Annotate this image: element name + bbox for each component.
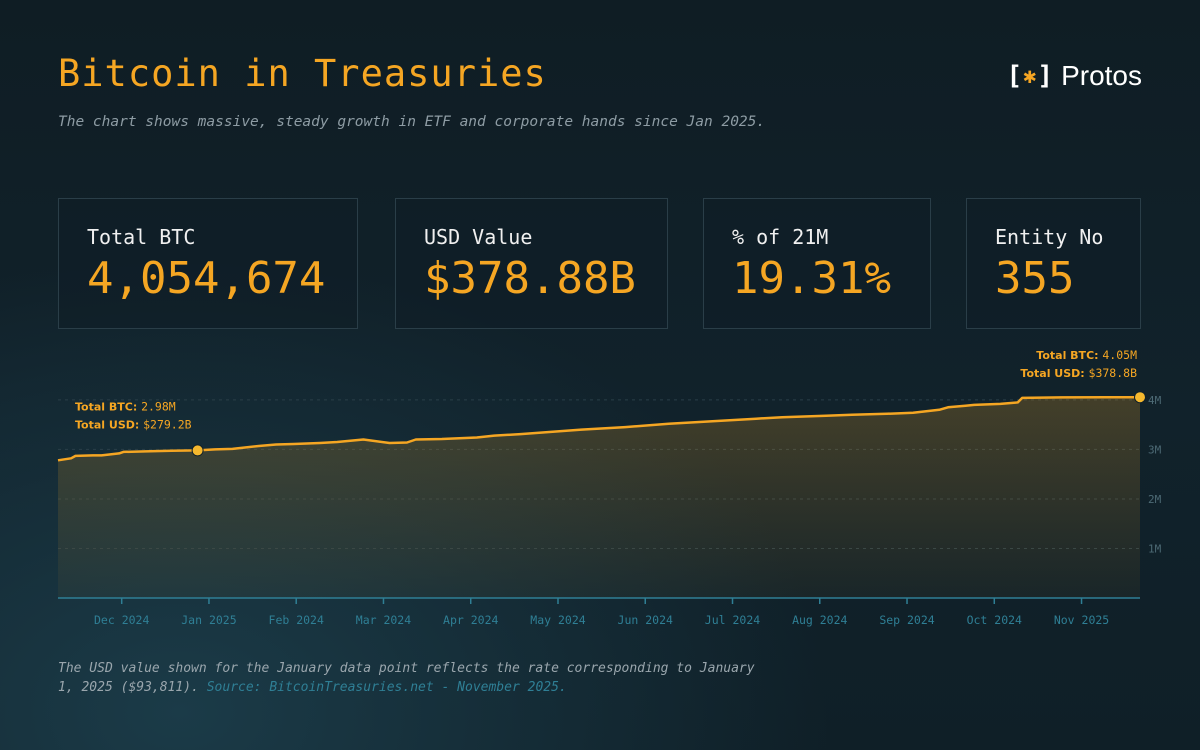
annotation-btc-label: Total BTC: [75, 400, 141, 413]
logo-text: Protos [1061, 60, 1142, 91]
stat-card-usd-value: USD Value $378.88B [395, 198, 668, 329]
stat-label: Total BTC [87, 225, 196, 249]
y-tick-label: 3M [1148, 443, 1162, 456]
protos-logo-icon: [ ✱ ] [1007, 61, 1054, 91]
stat-card-entity-no: Entity No 355 [966, 198, 1141, 329]
stat-value: $378.88B [424, 253, 636, 304]
annotation-btc-label: Total BTC: [1036, 350, 1102, 362]
stat-label: % of 21M [732, 225, 829, 249]
logo-bracket-right: ] [1037, 61, 1054, 91]
area-fill [58, 397, 1140, 598]
x-tick-label: Jun 2024 [618, 613, 673, 627]
stat-value: 4,054,674 [87, 253, 326, 304]
x-tick-label: Nov 2025 [1054, 613, 1109, 627]
stat-label: Entity No [995, 225, 1104, 249]
stat-value: 355 [995, 253, 1075, 304]
source-text: Source: BitcoinTreasuries.net - November… [206, 680, 567, 695]
page-title: Bitcoin in Treasuries [58, 52, 547, 95]
annotation-btc-value: 2.98M [141, 399, 176, 413]
y-tick-label: 2M [1148, 493, 1162, 506]
x-tick-label: Aug 2024 [792, 613, 847, 627]
x-tick-label: Feb 2024 [269, 613, 324, 627]
annotation-usd-value: $279.2B [143, 417, 192, 431]
stat-card-percent-21m: % of 21M 19.31% [703, 198, 931, 329]
annotation-btc: Total BTC: 2.98M [75, 399, 176, 413]
footnote-text: The USD value shown for the January data… [58, 661, 755, 695]
x-tick-label: Sep 2024 [879, 613, 934, 627]
x-tick-label: Jul 2024 [705, 613, 760, 627]
x-tick-label: Dec 2024 [94, 613, 149, 627]
annotation-usd-label: Total USD: [1020, 367, 1088, 380]
series-line [57, 395, 1140, 462]
x-tick-label: May 2024 [530, 613, 585, 627]
x-tick-label: Mar 2024 [356, 613, 411, 627]
annotation-usd: Total USD: $378.8B [1020, 366, 1137, 380]
asterisk-icon: ✱ [1023, 63, 1037, 89]
logo-bracket-left: [ [1006, 61, 1023, 91]
stat-value: 19.31% [732, 253, 891, 304]
data-point-marker [191, 444, 204, 457]
annotation-usd-value: $378.8B [1089, 366, 1138, 380]
treasury-area-chart: 1M 2M 3M 4M Dec 2024 Jan 2025 Feb 2024 Mar 202… [57, 350, 1162, 627]
protos-logo: [ ✱ ] Protos [1007, 56, 1143, 96]
annotation-usd-label: Total USD: [75, 418, 143, 431]
stat-card-total-btc: Total BTC 4,054,674 [58, 198, 358, 329]
stat-label: USD Value [424, 225, 533, 249]
annotation-usd: Total USD: $279.2B [75, 417, 192, 431]
page-subtitle: The chart shows massive, steady growth i… [58, 114, 766, 130]
y-tick-label: 4M [1148, 394, 1162, 407]
x-tick-label: Oct 2024 [967, 613, 1022, 627]
data-point-marker [1134, 391, 1146, 404]
annotation-btc: Total BTC: 4.05M [1036, 350, 1137, 362]
x-tick-label: Jan 2025 [181, 613, 236, 627]
y-tick-label: 1M [1148, 542, 1162, 555]
footnote: The USD value shown for the January data… [58, 659, 758, 697]
x-tick-label: Apr 2024 [443, 613, 498, 627]
annotation-btc-value: 4.05M [1102, 350, 1137, 362]
